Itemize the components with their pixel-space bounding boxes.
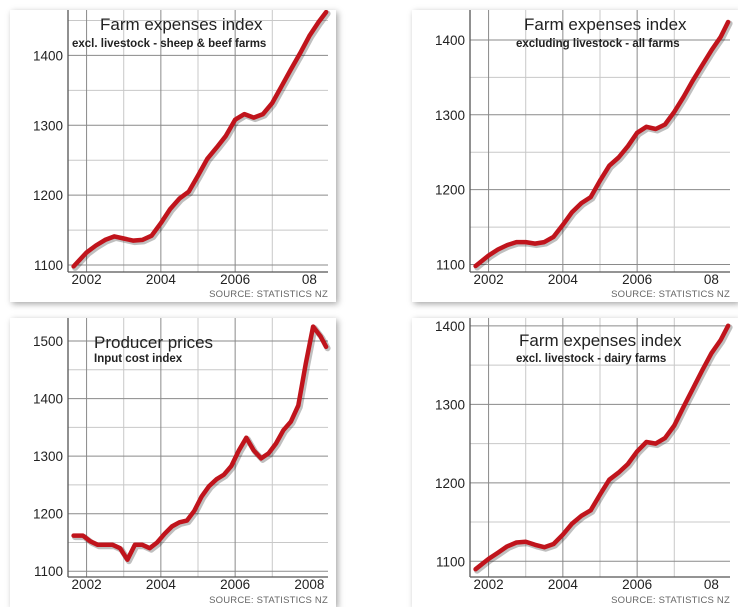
x-tick-label: 08	[704, 272, 719, 287]
x-tick-label: 2002	[72, 272, 102, 287]
x-tick-label: 2002	[474, 272, 504, 287]
y-tick-label: 1300	[435, 397, 465, 412]
source-note: SOURCE: STATISTICS NZ	[611, 289, 730, 300]
x-tick-label: 2004	[146, 272, 177, 287]
x-tick-label: 2006	[622, 272, 652, 287]
y-tick-label: 1200	[33, 507, 63, 522]
chart-panel-all-farms: 1100 1200 1300 1400 2002 2004 2006 08 Farm expen…	[412, 10, 738, 302]
series-line-shadow	[474, 20, 733, 271]
y-tick-label: 1400	[33, 48, 63, 63]
source-note: SOURCE: STATISTICS NZ	[209, 289, 328, 300]
chart-title: Farm expenses index	[524, 15, 687, 34]
y-tick-label: 1300	[33, 449, 63, 464]
y-tick-label: 1200	[435, 476, 465, 491]
x-tick-label: 2002	[474, 577, 504, 592]
chart-panel-dairy-farms: 1100 1200 1300 1400 2002 2004 2006 08 Farm expen…	[412, 318, 738, 607]
x-tick-label: 08	[704, 577, 719, 592]
chart-subtitle: Input cost index	[94, 353, 183, 365]
x-tick-label: 2002	[72, 577, 102, 592]
x-tick-label: 2008	[294, 577, 324, 592]
y-tick-label: 1500	[33, 334, 63, 349]
chart-title: Producer prices	[94, 333, 213, 352]
y-tick-label: 1100	[34, 258, 63, 273]
series-line	[473, 323, 731, 572]
chart-sheep-beef-farms: 1100 1200 1300 1400 2002 2004 2006 08 Farm expen…	[33, 10, 331, 300]
source-note: SOURCE: STATISTICS NZ	[209, 595, 328, 606]
major-gridlines	[67, 318, 328, 578]
y-tick-label: 1100	[436, 258, 465, 273]
y-tick-label: 1200	[33, 188, 63, 203]
source-note: SOURCE: STATISTICS NZ	[611, 595, 730, 606]
y-tick-label: 1300	[33, 118, 63, 133]
y-tick-label: 1400	[33, 392, 63, 407]
chart-title: Farm expenses index	[519, 331, 682, 350]
y-tick-label: 1400	[435, 319, 465, 334]
minor-gridlines	[68, 10, 328, 272]
chart-panel-producer-prices: 1100 1200 1300 1400 1500 2002 2004 2006 2008 Prod…	[10, 318, 336, 607]
series-line	[71, 10, 329, 269]
series-line	[71, 324, 329, 562]
chart-subtitle: excl. livestock - sheep & beef farms	[72, 38, 266, 50]
x-tick-label: 08	[302, 272, 317, 287]
y-tick-label: 1100	[34, 564, 63, 579]
y-tick-label: 1100	[436, 554, 465, 569]
series-line	[473, 19, 731, 269]
minor-gridlines	[470, 318, 730, 577]
minor-gridlines	[470, 10, 730, 272]
chart-panel-sheep-beef: 1100 1200 1300 1400 2002 2004 2006 08 Farm expen…	[10, 10, 336, 302]
x-tick-label: 2006	[220, 272, 250, 287]
x-tick-label: 2006	[622, 577, 652, 592]
y-tick-label: 1200	[435, 183, 465, 198]
x-tick-label: 2004	[548, 272, 579, 287]
chart-title: Farm expenses index	[100, 15, 263, 34]
y-tick-label: 1300	[435, 108, 465, 123]
chart-producer-prices: 1100 1200 1300 1400 1500 2002 2004 2006 2008 Prod…	[33, 318, 331, 606]
major-gridlines	[67, 10, 328, 273]
chart-subtitle: excl. livestock - dairy farms	[516, 353, 666, 365]
x-tick-label: 2004	[146, 577, 177, 592]
chart-dairy-farms: 1100 1200 1300 1400 2002 2004 2006 08 Farm expen…	[435, 318, 733, 606]
chart-all-farms: 1100 1200 1300 1400 2002 2004 2006 08 Farm expen…	[435, 10, 733, 300]
x-tick-label: 2004	[548, 577, 579, 592]
x-tick-label: 2006	[220, 577, 250, 592]
y-tick-label: 1400	[435, 33, 465, 48]
chart-subtitle: excluding livestock - all farms	[516, 38, 680, 50]
